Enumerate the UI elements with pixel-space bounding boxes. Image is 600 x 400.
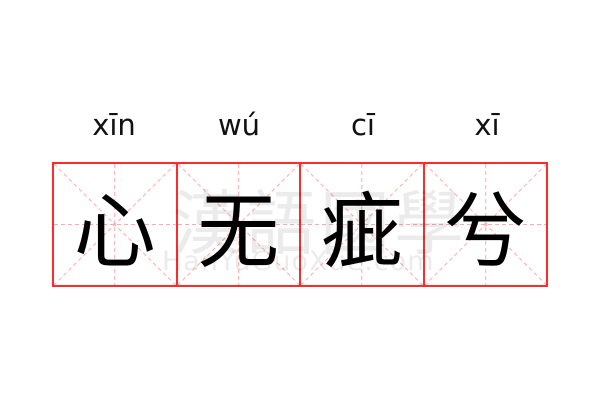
- pinyin-2: cī: [350, 108, 375, 142]
- character-cell: 疵: [301, 164, 425, 285]
- guide-lines: [425, 164, 547, 285]
- guide-lines: [54, 164, 176, 285]
- character: 疵: [320, 185, 403, 280]
- character: 兮: [444, 185, 527, 280]
- character-cell: 兮: [425, 164, 547, 285]
- guide-lines: [178, 164, 300, 285]
- pinyin-0: xīn: [92, 108, 136, 142]
- guide-lines: [301, 164, 423, 285]
- character-grid: 心 无 疵 兮: [52, 162, 548, 287]
- character: 无: [197, 185, 280, 280]
- pinyin-3: xī: [474, 108, 500, 142]
- pinyin-1: wú: [217, 108, 261, 142]
- character-cell: 无: [178, 164, 301, 285]
- character-cell: 心: [54, 164, 178, 285]
- character: 心: [73, 185, 156, 280]
